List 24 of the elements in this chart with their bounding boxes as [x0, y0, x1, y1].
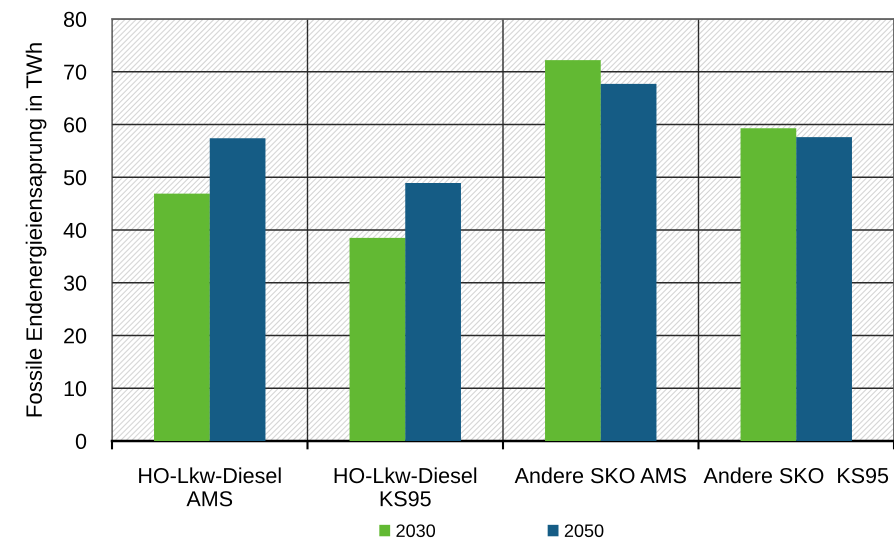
y-tick-label: 10: [64, 381, 86, 396]
y-tick-label: 0: [76, 434, 86, 450]
bar: [350, 238, 406, 441]
bar: [796, 137, 852, 441]
bar: [210, 138, 266, 441]
legend-label: 2050: [564, 524, 604, 538]
y-tick-label: 40: [64, 222, 86, 238]
bar: [740, 128, 796, 441]
y-axis-title: Fossile Endenergieiensaprung in TWh: [26, 43, 46, 416]
bar: [405, 183, 461, 441]
x-tick-label: Andere SKO AMS: [514, 467, 686, 484]
y-tick-label: 50: [64, 170, 86, 186]
y-tick-label: 20: [64, 328, 86, 344]
bar: [545, 60, 601, 441]
y-tick-label: 30: [64, 276, 86, 291]
y-tick-label: 60: [64, 117, 86, 133]
y-tick-label: 80: [64, 12, 86, 28]
bar: [154, 194, 210, 441]
x-tick-label: HO-Lkw-Diesel KS95: [334, 467, 476, 506]
y-tick-label: 70: [64, 64, 86, 80]
legend-label: 2030: [396, 524, 436, 538]
x-tick-label: Andere SKO KS95: [704, 467, 888, 484]
bar: [600, 84, 656, 441]
x-tick-label: HO-Lkw-Diesel AMS: [139, 467, 281, 506]
